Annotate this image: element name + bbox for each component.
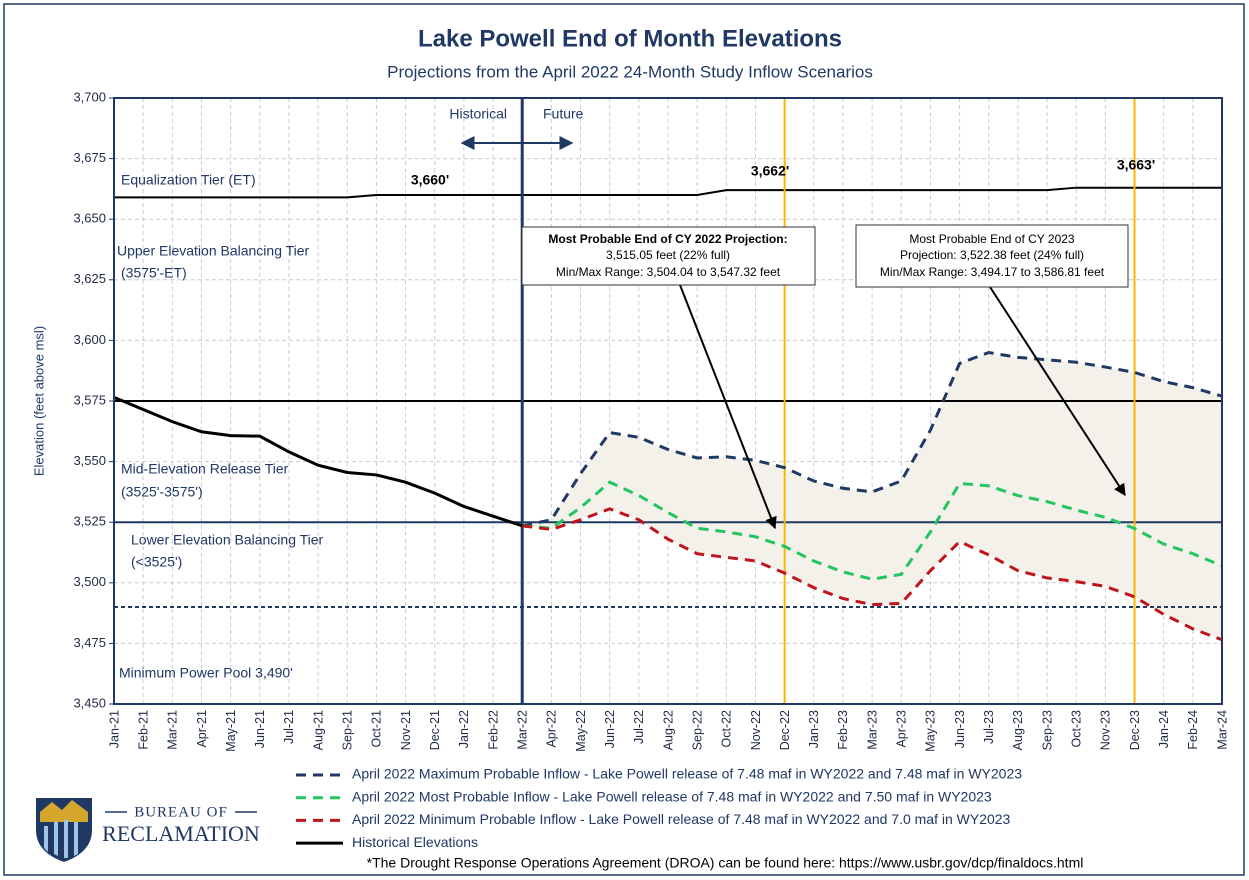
- annotation: Lower Elevation Balancing Tier: [131, 532, 324, 548]
- x-tick-label: Jun-21: [253, 710, 267, 748]
- range-band: [522, 352, 1222, 640]
- x-tick-label: Oct-21: [370, 710, 384, 748]
- x-tick-label: Mar-24: [1215, 710, 1229, 750]
- callout-text: Min/Max Range: 3,494.17 to 3,586.81 feet: [880, 265, 1105, 279]
- x-tick-label: Nov-21: [399, 710, 413, 750]
- x-tick-label: Nov-23: [1099, 710, 1113, 750]
- callout-arrow: [989, 286, 1126, 497]
- y-tick-label: 3,625: [73, 271, 106, 286]
- x-tick-label: Jan-21: [107, 710, 121, 748]
- series-line: [113, 395, 523, 528]
- logo-text: BUREAU OF: [134, 804, 228, 820]
- x-tick-label: Jul-23: [982, 710, 996, 744]
- tier-line: [114, 186, 1222, 199]
- x-tick-label: Feb-24: [1186, 710, 1200, 750]
- annotation: Upper Elevation Balancing Tier: [117, 243, 310, 259]
- x-tick-label: Dec-22: [778, 710, 792, 750]
- logo-bars: [44, 820, 78, 858]
- x-tick-label: Aug-22: [661, 710, 675, 750]
- annotation: Equalization Tier (ET): [121, 172, 256, 188]
- x-tick-label: Nov-22: [749, 710, 763, 750]
- x-tick-label: Apr-21: [195, 710, 209, 748]
- callouts: Most Probable End of CY 2022 Projection:…: [521, 224, 1129, 530]
- legend-label: Historical Elevations: [352, 834, 478, 850]
- x-tick-label: Apr-22: [545, 710, 559, 748]
- x-tick-label: Jul-22: [632, 710, 646, 744]
- x-tick-label: Feb-21: [136, 710, 150, 750]
- plot-area: 3,450 3,475 3,500 3,525 3,550 3,575 3,600 3,625…: [73, 89, 1229, 751]
- legend-label: April 2022 Maximum Probable Inflow - Lak…: [352, 766, 1022, 782]
- x-tick-label: Sep-22: [690, 710, 704, 750]
- x-tick-label: Jan-24: [1157, 710, 1171, 748]
- callout-arrow: [679, 284, 777, 530]
- callout-box: [855, 224, 1129, 288]
- chart-subtitle: Projections from the April 2022 24-Month…: [387, 62, 873, 81]
- x-tick-label: Jun-22: [603, 710, 617, 748]
- y-axis-label: Elevation (feet above msl): [31, 326, 46, 476]
- annotation: (3575'-ET): [121, 265, 187, 281]
- x-tick-label: Feb-23: [836, 710, 850, 750]
- legend: April 2022 Maximum Probable Inflow - Lak…: [296, 766, 1022, 850]
- x-tick-label: May-22: [574, 710, 588, 752]
- y-tick-label: 3,575: [73, 392, 106, 407]
- y-tick-label: 3,525: [73, 514, 106, 529]
- callout-text: Most Probable End of CY 2023: [909, 232, 1075, 246]
- legend-label: April 2022 Minimum Probable Inflow - Lak…: [352, 811, 1011, 827]
- plot-border: [113, 97, 1223, 705]
- y-tick-label: 3,700: [73, 89, 106, 104]
- callout-text: Min/Max Range: 3,504.04 to 3,547.32 feet: [556, 265, 781, 279]
- x-tick-label: Feb-22: [486, 710, 500, 750]
- x-tick-label: Mar-22: [516, 710, 530, 750]
- x-tick-label: Oct-23: [1070, 710, 1084, 748]
- callout-box: [521, 226, 816, 286]
- y-tick-label: 3,600: [73, 332, 106, 347]
- x-tick-label: Jun-23: [953, 710, 967, 748]
- x-tick-label: Apr-23: [895, 710, 909, 748]
- chart-title: Lake Powell End of Month Elevations: [418, 25, 842, 52]
- x-tick-label: Jan-23: [807, 710, 821, 748]
- x-tick-label: Sep-23: [1040, 710, 1054, 750]
- callout-text: 3,515.05 feet (22% full): [606, 248, 730, 262]
- x-tick-label: Aug-23: [1011, 710, 1025, 750]
- y-tick-label: 3,650: [73, 211, 106, 226]
- x-tick-label: Oct-22: [720, 710, 734, 748]
- x-tick-label: May-21: [224, 710, 238, 752]
- annotation: Minimum Power Pool 3,490': [119, 665, 293, 681]
- logo-mountain: [40, 800, 88, 822]
- x-tick-label: Mar-23: [865, 710, 879, 750]
- callout-text: Projection: 3,522.38 feet (24% full): [900, 248, 1084, 262]
- x-tick-label: Dec-21: [428, 710, 442, 750]
- logo-text: RECLAMATION: [102, 821, 260, 846]
- annotation: Mid-Elevation Release Tier: [121, 461, 289, 477]
- y-tick-label: 3,550: [73, 453, 106, 468]
- y-tick-label: 3,500: [73, 574, 106, 589]
- tier-label: 3,660': [411, 172, 449, 188]
- annotation: Historical: [449, 106, 507, 122]
- callout-text: Most Probable End of CY 2022 Projection:: [548, 232, 787, 246]
- tier-label: 3,662': [751, 163, 789, 179]
- x-tick-label: Aug-21: [311, 710, 325, 750]
- y-tick-label: 3,450: [73, 695, 106, 710]
- y-tick-label: 3,675: [73, 150, 106, 165]
- x-tick-label: May-23: [924, 710, 938, 752]
- legend-label: April 2022 Most Probable Inflow - Lake P…: [352, 788, 992, 804]
- annotation: (3525'-3575'): [121, 484, 203, 500]
- tier-label: 3,663': [1117, 157, 1155, 173]
- series-line: [522, 507, 1223, 642]
- annotation: Future: [543, 106, 584, 122]
- x-tick-label: Mar-21: [166, 710, 180, 750]
- x-tick-label: Sep-21: [341, 710, 355, 750]
- x-tick-label: Dec-23: [1128, 710, 1142, 750]
- series-line: [521, 350, 1223, 528]
- annotation: (<3525'): [131, 554, 182, 570]
- x-tick-label: Jul-21: [282, 710, 296, 744]
- logo: BUREAU OF RECLAMATION: [36, 798, 260, 862]
- y-tick-label: 3,475: [73, 635, 106, 650]
- footnote: *The Drought Response Operations Agreeme…: [367, 855, 1084, 871]
- x-tick-label: Jan-22: [457, 710, 471, 748]
